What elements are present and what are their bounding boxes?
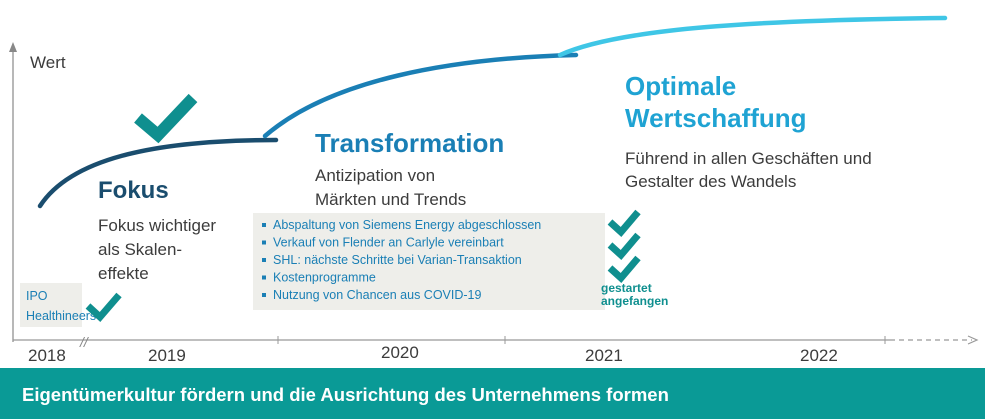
phase-title: Wertschaffung	[625, 103, 807, 133]
curve-segment	[262, 52, 579, 139]
year-label: 2022	[800, 346, 838, 365]
phase-description: Antizipation von	[315, 166, 435, 185]
phase-title: Fokus	[98, 177, 169, 204]
timeline-arrow	[967, 335, 979, 345]
bullet-text: Nutzung von Chancen aus COVID-19	[273, 288, 481, 302]
checkmark	[607, 232, 641, 261]
bullet-marker	[262, 223, 266, 227]
year-label: 2021	[585, 346, 623, 365]
phase-description: Führend in allen Geschäften und	[625, 149, 872, 168]
bullet-text: Verkauf von Flender an Carlyle vereinbar…	[273, 236, 504, 250]
ipo-box	[20, 283, 82, 327]
status-label: angefangen	[601, 294, 668, 308]
phase-title: Transformation	[315, 128, 504, 158]
curve-segment	[557, 15, 948, 58]
footer-bar	[0, 368, 985, 419]
axis-label: Wert	[30, 53, 66, 72]
status-label: gestartet	[601, 281, 652, 295]
checkmark	[85, 292, 122, 323]
checkmarks	[607, 209, 641, 284]
axis-break: //	[79, 334, 90, 350]
axis-arrow	[9, 42, 17, 52]
year-label: 2020	[381, 343, 419, 362]
checkmark	[607, 209, 641, 238]
year-label: 2019	[148, 346, 186, 365]
curve-segment	[37, 137, 279, 209]
value-curve	[37, 15, 948, 209]
bullet-list: Abspaltung von Siemens Energy abgeschlos…	[262, 218, 541, 302]
phase-description: effekte	[98, 264, 149, 283]
bullet-marker	[262, 293, 266, 297]
ipo-label: IPO	[26, 289, 48, 303]
phase-title: Optimale	[625, 71, 736, 101]
bullet-marker	[262, 240, 266, 245]
ipo-label: Healthineers	[26, 309, 96, 323]
phase-description: Gestalter des Wandels	[625, 172, 796, 191]
year-label: 2018	[28, 346, 66, 365]
phase-description: als Skalen-	[98, 240, 182, 259]
phase-description: Märkten und Trends	[315, 190, 466, 209]
checkmark	[607, 255, 641, 284]
bullet-text: SHL: nächste Schritte bei Varian-Transak…	[273, 253, 522, 267]
checkmark	[134, 93, 198, 144]
bullet-text: Abspaltung von Siemens Energy abgeschlos…	[273, 218, 541, 232]
bullet-marker	[262, 258, 266, 262]
bullet-text: Kostenprogramme	[273, 271, 376, 285]
phase-description: Fokus wichtiger	[98, 216, 216, 235]
bullet-box	[253, 213, 605, 310]
bullet-marker	[262, 275, 266, 280]
footer-text: Eigentümerkultur fördern und die Ausrich…	[22, 384, 669, 405]
